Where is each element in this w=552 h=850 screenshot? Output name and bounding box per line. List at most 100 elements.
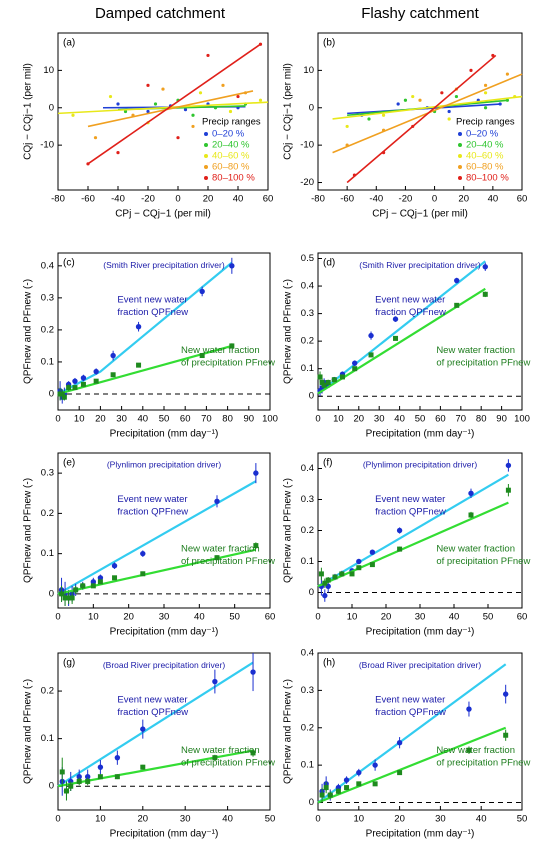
point [199, 288, 205, 295]
annotation: (Plynlimon precipitation driver) [107, 460, 221, 470]
point [76, 778, 82, 784]
point [229, 343, 235, 349]
plot-frame [317, 452, 523, 609]
y-tick-label: 0 [49, 781, 54, 792]
y-tick-label: 0.1 [301, 556, 314, 567]
point [466, 706, 472, 712]
point [59, 391, 65, 397]
legend-title: Precip ranges [456, 117, 515, 128]
annotation: Event new water [375, 695, 445, 706]
annotation: of precipitation PFnew [436, 556, 530, 567]
x-tick-label: 10 [347, 612, 358, 623]
point [90, 579, 97, 585]
legend-label: 20–40 % [466, 140, 504, 151]
y-tick-label: 0.4 [301, 648, 314, 659]
y-tick-label: 0.2 [301, 525, 314, 536]
x-tick-label: 70 [456, 414, 467, 425]
x-tick-label: 20 [458, 194, 469, 205]
x-tick-label: 10 [88, 612, 99, 623]
legend-marker [458, 143, 462, 147]
annotation: fraction QPFnew [117, 707, 188, 718]
y-tick-label: 0 [49, 588, 54, 599]
x-tick-label: 20 [394, 814, 405, 825]
fit-line [57, 480, 257, 595]
x-tick-label: 40 [394, 414, 405, 425]
y-tick-label: 0.2 [41, 686, 54, 697]
x-tick-label: 50 [159, 414, 170, 425]
point [396, 527, 403, 534]
panel-label: (c) [63, 258, 75, 269]
x-tick-label: 20 [381, 612, 392, 623]
x-tick-label: 50 [265, 814, 276, 825]
y-tick-label: 0.4 [301, 281, 314, 292]
legend-label: 20–40 % [212, 140, 250, 151]
point [80, 583, 86, 589]
y-tick-label: 0 [309, 391, 314, 402]
point [80, 375, 87, 381]
y-tick-label: 0.1 [301, 760, 314, 771]
legend-label: 80–100 % [212, 173, 255, 184]
x-tick-label: 30 [374, 414, 385, 425]
x-tick-label: 50 [415, 414, 426, 425]
y-tick-label: 0.2 [301, 336, 314, 347]
point [396, 740, 403, 746]
point [503, 732, 509, 738]
point [325, 577, 331, 583]
point [397, 770, 403, 776]
annotation: New water fraction [436, 345, 515, 356]
point [146, 83, 150, 87]
annotation: (Smith River precipitation driver) [359, 260, 481, 270]
fit-line [57, 261, 233, 395]
y-tick-label: -10 [40, 140, 54, 151]
y-tick-label: -20 [300, 177, 314, 188]
point [339, 374, 345, 380]
y-tick-label: 0.3 [301, 685, 314, 696]
y-tick-label: 0.4 [41, 260, 54, 271]
legend-marker [458, 165, 462, 169]
point [212, 755, 218, 761]
x-tick-label: 10 [95, 814, 106, 825]
point [112, 575, 118, 581]
point [344, 785, 350, 791]
point [199, 353, 205, 359]
x-tick-label: 90 [244, 414, 255, 425]
point [332, 574, 338, 580]
point [322, 592, 328, 599]
x-tick-label: 30 [180, 814, 191, 825]
point [253, 543, 259, 549]
y-tick-label: 0.2 [41, 508, 54, 519]
legend-marker [204, 176, 208, 180]
x-tick-label: 30 [159, 612, 170, 623]
x-tick-label: 0 [315, 612, 320, 623]
x-tick-label: 60 [263, 194, 274, 205]
point [140, 550, 146, 557]
plot-frame [57, 452, 271, 609]
y-tick-label: -10 [300, 140, 314, 151]
point [483, 83, 488, 87]
point [335, 788, 341, 794]
point [110, 372, 116, 378]
point [71, 113, 75, 117]
point [440, 91, 444, 95]
x-axis-label: CPj − CQj−1 (per mil) [372, 209, 468, 220]
plot-frame [317, 652, 523, 811]
point [90, 583, 96, 589]
point [483, 106, 488, 110]
point [339, 571, 345, 577]
point [68, 783, 74, 789]
point [368, 332, 374, 339]
x-tick-label: 20 [138, 814, 149, 825]
point [97, 579, 103, 585]
x-tick-label: -80 [51, 194, 65, 205]
y-tick-label: 0 [309, 587, 314, 598]
legend-marker [458, 154, 462, 158]
y-tick-label: 0.1 [301, 363, 314, 374]
x-tick-label: 20 [95, 414, 106, 425]
x-tick-label: 50 [229, 612, 240, 623]
annotation: Event new water [117, 695, 187, 706]
point [59, 769, 65, 775]
x-tick-label: -40 [111, 194, 125, 205]
legend-label: 40–60 % [466, 151, 504, 162]
point [93, 368, 99, 375]
